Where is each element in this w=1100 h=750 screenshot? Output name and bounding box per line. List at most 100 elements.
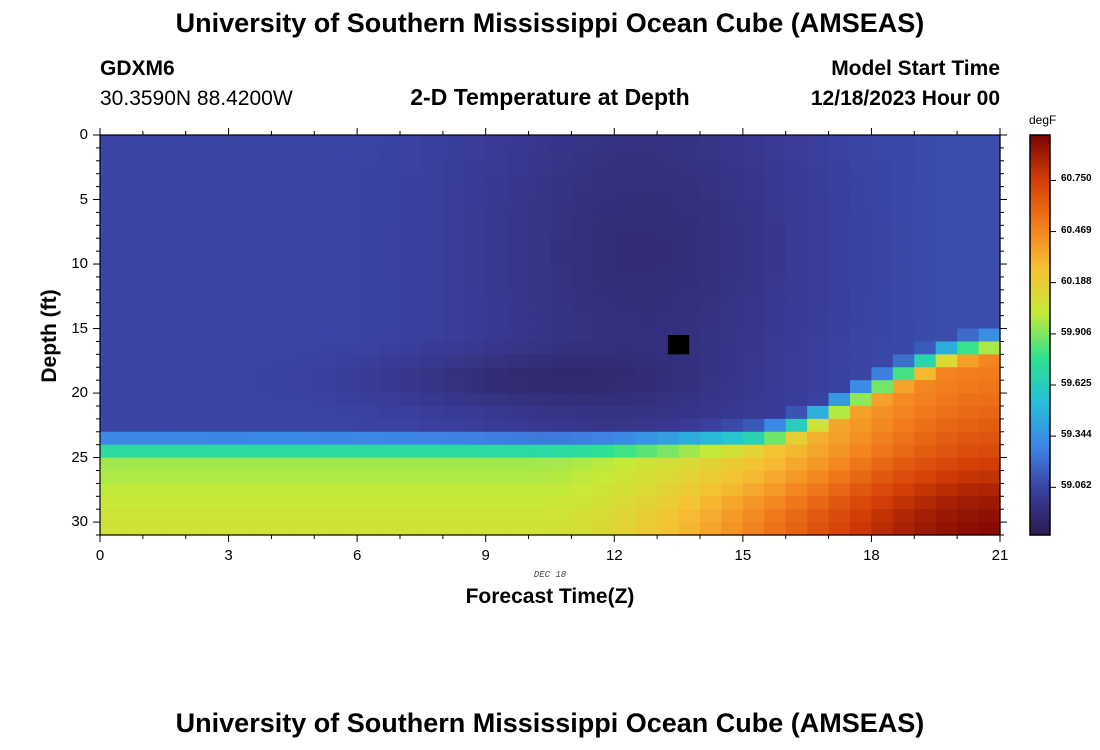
heatmap-cell	[935, 418, 958, 433]
heatmap-cell	[871, 470, 894, 484]
heatmap-cell	[164, 522, 187, 536]
heatmap-cell	[185, 135, 208, 149]
heatmap-cell	[271, 199, 294, 214]
heatmap-cell	[485, 367, 508, 381]
heatmap-cell	[550, 225, 573, 239]
heatmap-cell	[464, 289, 487, 304]
heatmap-cell	[464, 199, 487, 214]
heatmap-cell	[485, 212, 508, 226]
heatmap-cell	[592, 289, 615, 304]
heatmap-cell	[250, 238, 273, 252]
heatmap-cell	[592, 173, 615, 188]
heatmap-cell	[592, 457, 615, 472]
heatmap-cell	[828, 276, 851, 291]
heatmap-cell	[807, 470, 830, 484]
heatmap-cell	[828, 496, 851, 510]
heatmap-cell	[935, 380, 958, 394]
heatmap-cell	[571, 522, 594, 536]
heatmap-cell	[914, 367, 937, 381]
heatmap-cell	[378, 173, 401, 188]
heatmap-cell	[892, 496, 915, 510]
heatmap-cell	[271, 328, 294, 343]
heatmap-cell	[807, 135, 830, 149]
heatmap-cell	[785, 418, 808, 433]
heatmap-cell	[142, 276, 165, 291]
heatmap-cell	[271, 418, 294, 433]
heatmap-cell	[871, 354, 894, 368]
heatmap-cell	[164, 444, 187, 459]
heatmap-cell	[871, 199, 894, 214]
x-tick-label: 18	[863, 547, 880, 564]
heatmap-cell	[207, 315, 230, 330]
heatmap-cell	[421, 264, 444, 278]
heatmap-cell	[871, 509, 894, 523]
heatmap-cell	[978, 405, 1001, 420]
heatmap-cell	[550, 212, 573, 226]
heatmap-cell	[892, 276, 915, 291]
y-tick-label: 25	[71, 448, 88, 466]
heatmap-cell	[164, 496, 187, 510]
heatmap-cell	[935, 328, 958, 343]
heatmap-cell	[742, 457, 765, 472]
heatmap-cell	[742, 328, 765, 343]
heatmap-cell	[185, 431, 208, 446]
heatmap-cell	[464, 212, 487, 226]
heatmap-cell	[614, 251, 637, 265]
heatmap-cell	[207, 199, 230, 214]
heatmap-cell	[228, 289, 251, 304]
heatmap-cell	[357, 199, 380, 214]
heatmap-cell	[700, 315, 723, 330]
heatmap-cell	[400, 212, 423, 226]
heatmap-cell	[442, 457, 465, 472]
heatmap-cell	[935, 509, 958, 523]
heatmap-cell	[142, 147, 165, 162]
heatmap-cell	[850, 418, 873, 433]
heatmap-cell	[292, 483, 315, 497]
heatmap-cell	[935, 186, 958, 201]
heatmap-cell	[614, 289, 637, 304]
heatmap-cell	[592, 431, 615, 446]
heatmap-cell	[700, 264, 723, 278]
heatmap-cell	[850, 238, 873, 252]
heatmap-cell	[571, 238, 594, 252]
heatmap-cell	[378, 160, 401, 175]
heatmap-cell	[314, 483, 337, 497]
y-tick-label: 30	[71, 513, 88, 531]
heatmap-cell	[292, 302, 315, 317]
heatmap-cell	[400, 470, 423, 484]
heatmap-cell	[378, 444, 401, 459]
heatmap-cell	[850, 354, 873, 368]
heatmap-cell	[335, 354, 358, 368]
heatmap-cell	[207, 483, 230, 497]
heatmap-cell	[764, 173, 787, 188]
heatmap-cell	[142, 354, 165, 368]
heatmap-cell	[785, 444, 808, 459]
heatmap-cell	[528, 135, 551, 149]
heatmap-cell	[142, 212, 165, 226]
heatmap-cell	[614, 238, 637, 252]
heatmap-cell	[892, 173, 915, 188]
colorbar-tick-label: 60.750	[1061, 173, 1092, 185]
heatmap-cell	[335, 251, 358, 265]
heatmap-cell	[871, 302, 894, 317]
heatmap-cell	[742, 302, 765, 317]
heatmap-cell	[185, 160, 208, 175]
heatmap-cell	[550, 367, 573, 381]
heatmap-cell	[828, 251, 851, 265]
heatmap-cell	[935, 302, 958, 317]
heatmap-cell	[764, 470, 787, 484]
heatmap-cell	[635, 341, 658, 355]
heatmap-cell	[292, 199, 315, 214]
heatmap-cell	[571, 251, 594, 265]
heatmap-cell	[528, 160, 551, 175]
heatmap-cell	[292, 173, 315, 188]
heatmap-cell	[100, 470, 123, 484]
heatmap-cell	[742, 393, 765, 407]
heatmap-cell	[292, 289, 315, 304]
heatmap-cell	[935, 457, 958, 472]
heatmap-cell	[292, 160, 315, 175]
heatmap-cell	[678, 522, 701, 536]
heatmap-cell	[635, 264, 658, 278]
heatmap-cell	[635, 186, 658, 201]
heatmap-cell	[164, 509, 187, 523]
